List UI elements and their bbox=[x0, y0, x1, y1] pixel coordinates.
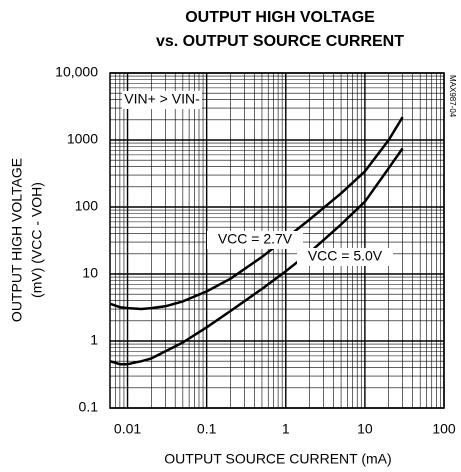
y-tick-label: 10,000 bbox=[55, 64, 98, 80]
series-line bbox=[109, 147, 404, 366]
label-bg bbox=[122, 91, 202, 109]
annotation: VIN+ > VIN- bbox=[124, 91, 200, 107]
x-tick-label: 10 bbox=[357, 421, 373, 437]
x-tick-label: 0.01 bbox=[114, 421, 141, 437]
y-axis-label: OUTPUT HIGH VOLTAGE bbox=[9, 158, 25, 322]
y-tick-label: 1 bbox=[90, 332, 98, 348]
series-line bbox=[109, 116, 404, 311]
x-tick-label: 0.1 bbox=[197, 421, 217, 437]
y-tick-label: 100 bbox=[75, 198, 99, 214]
chart-title: vs. OUTPUT SOURCE CURRENT bbox=[156, 33, 404, 50]
series-label: VCC = 5.0V bbox=[308, 248, 383, 264]
chart-title: OUTPUT HIGH VOLTAGE bbox=[185, 9, 375, 26]
x-axis-label: OUTPUT SOURCE CURRENT (mA) bbox=[164, 451, 391, 467]
y-tick-label: 0.1 bbox=[79, 399, 99, 415]
x-tick-label: 1 bbox=[282, 421, 290, 437]
label-bg bbox=[297, 248, 393, 266]
label-bg bbox=[207, 231, 303, 249]
y-tick-label: 10 bbox=[82, 265, 98, 281]
part-number: MAX987-04 bbox=[448, 75, 457, 118]
x-tick-label: 100 bbox=[432, 421, 456, 437]
series-label: VCC = 2.7V bbox=[218, 231, 293, 247]
y-tick-label: 1000 bbox=[67, 131, 98, 147]
plot-frame bbox=[109, 72, 445, 409]
y-axis-label: (mV) (VCC - VOH) bbox=[29, 182, 45, 298]
